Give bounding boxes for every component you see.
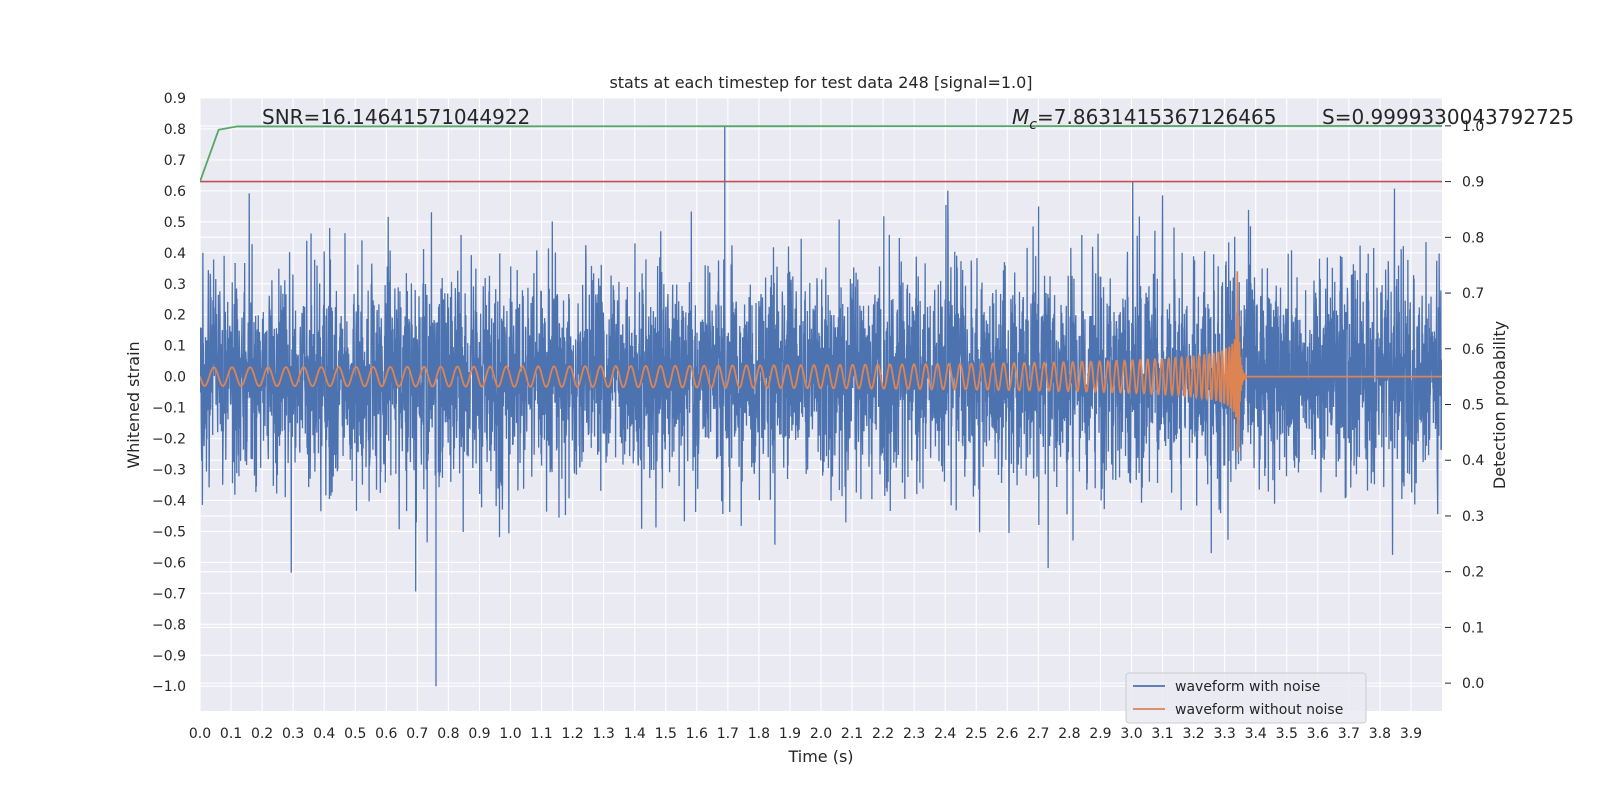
x-tick-label: 2.8 <box>1058 726 1080 742</box>
y2-tick-label: 0.6 <box>1462 342 1484 358</box>
y2-tick-label: 0.1 <box>1462 620 1484 636</box>
x-tick-label: 1.4 <box>624 726 646 742</box>
x-tick-label: 3.2 <box>1182 726 1204 742</box>
x-tick-label: 3.3 <box>1214 726 1236 742</box>
x-tick-label: 2.7 <box>1027 726 1049 742</box>
y-tick-label: 0.6 <box>164 184 186 200</box>
y-axis-label: Whitened strain <box>124 341 143 468</box>
x-tick-label: 2.5 <box>965 726 987 742</box>
y-tick-label: −0.6 <box>152 555 186 571</box>
x-tick-label: 1.5 <box>655 726 677 742</box>
x-axis-label: Time (s) <box>787 747 853 766</box>
y2-tick-label: 0.7 <box>1462 286 1484 302</box>
y-tick-label: −0.1 <box>152 401 186 417</box>
y2-tick-label: 0.3 <box>1462 509 1484 525</box>
x-tick-label: 2.4 <box>934 726 956 742</box>
x-tick-label: 0.1 <box>220 726 242 742</box>
y-tick-label: 0.9 <box>164 91 186 107</box>
x-tick-label: 3.0 <box>1120 726 1142 742</box>
x-tick-labels: 0.0 0.1 0.2 0.3 0.4 0.5 0.6 0.7 0.8 0.9 1.0 1.1 1.2 1… <box>189 726 1422 742</box>
x-tick-label: 1.3 <box>593 726 615 742</box>
y2-tick-labels: 1.0 0.9 0.8 0.7 0.6 0.5 0.4 0.3 0.2 0.1 0.0 <box>1445 119 1484 692</box>
series-line-waveform-without-noise <box>200 271 1442 453</box>
x-tick-label: 1.1 <box>530 726 552 742</box>
x-tick-label: 3.5 <box>1276 726 1298 742</box>
y-tick-labels: 0.9 0.8 0.7 0.6 0.5 0.4 0.3 0.2 0.1 0.0 −0.1 −0.2 −0… <box>152 91 186 695</box>
series-line-detection-probability <box>200 125 1442 182</box>
y-tick-label: −0.4 <box>152 493 186 509</box>
s-annotation: S=0.9999330043792725 <box>1322 105 1574 129</box>
y2-tick-label: 0.0 <box>1462 676 1484 692</box>
x-tick-label: 3.1 <box>1151 726 1173 742</box>
y-tick-label: −0.8 <box>152 617 186 633</box>
y-tick-label: −0.2 <box>152 432 186 448</box>
x-tick-label: 2.6 <box>996 726 1018 742</box>
y-tick-label: 0.4 <box>164 246 186 262</box>
x-tick-label: 3.8 <box>1369 726 1391 742</box>
x-tick-label: 1.7 <box>717 726 739 742</box>
y2-tick-label: 0.9 <box>1462 175 1484 191</box>
y2-tick-label: 0.4 <box>1462 453 1484 469</box>
y-tick-label: −0.9 <box>152 648 186 664</box>
chart-title: stats at each timestep for test data 248… <box>609 73 1032 92</box>
snr-annotation: SNR=16.14641571044922 <box>262 105 530 129</box>
y2-tick-label: 0.8 <box>1462 230 1484 246</box>
x-tick-label: 2.3 <box>903 726 925 742</box>
legend-label-waveform-without-noise: waveform without noise <box>1175 702 1343 718</box>
x-tick-label: 0.9 <box>468 726 490 742</box>
x-tick-label: 1.2 <box>561 726 583 742</box>
x-tick-label: 0.3 <box>282 726 304 742</box>
y-tick-label: 0.3 <box>164 277 186 293</box>
legend: waveform with noise waveform without noi… <box>1125 672 1367 724</box>
y-tick-label: 0.0 <box>164 370 186 386</box>
x-tick-label: 0.0 <box>189 726 211 742</box>
legend-box <box>1125 672 1367 724</box>
y2-tick-label: 1.0 <box>1462 119 1484 135</box>
y2-axis-label: Detection probability <box>1490 321 1509 489</box>
x-tick-label: 1.6 <box>686 726 708 742</box>
x-tick-label: 2.0 <box>810 726 832 742</box>
x-tick-label: 0.7 <box>406 726 428 742</box>
legend-label-waveform-with-noise: waveform with noise <box>1175 679 1320 695</box>
x-tick-label: 0.6 <box>375 726 397 742</box>
x-tick-label: 0.4 <box>313 726 335 742</box>
chirp-mass-annotation: =7.8631415367126465 <box>1037 105 1276 129</box>
y-tick-label: −0.3 <box>152 463 186 479</box>
y-tick-label: −1.0 <box>152 679 186 695</box>
x-tick-label: 3.9 <box>1400 726 1422 742</box>
x-tick-label: 0.5 <box>344 726 366 742</box>
x-tick-label: 0.2 <box>251 726 273 742</box>
y2-tick-label: 0.5 <box>1462 398 1484 414</box>
y-tick-label: 0.5 <box>164 215 186 231</box>
y2-tick-label: 0.2 <box>1462 565 1484 581</box>
y-tick-label: 0.7 <box>164 153 186 169</box>
x-tick-label: 2.9 <box>1089 726 1111 742</box>
x-tick-label: 1.9 <box>779 726 801 742</box>
x-tick-label: 3.4 <box>1245 726 1267 742</box>
x-tick-label: 0.8 <box>437 726 459 742</box>
y-tick-label: −0.7 <box>152 586 186 602</box>
x-tick-label: 2.2 <box>872 726 894 742</box>
x-tick-label: 3.6 <box>1307 726 1329 742</box>
x-tick-label: 2.1 <box>841 726 863 742</box>
y-tick-label: 0.8 <box>164 122 186 138</box>
x-tick-label: 1.8 <box>748 726 770 742</box>
x-tick-label: 1.0 <box>499 726 521 742</box>
y-tick-label: 0.1 <box>164 339 186 355</box>
x-tick-label: 3.7 <box>1338 726 1360 742</box>
y-tick-label: −0.5 <box>152 524 186 540</box>
y-tick-label: 0.2 <box>164 308 186 324</box>
